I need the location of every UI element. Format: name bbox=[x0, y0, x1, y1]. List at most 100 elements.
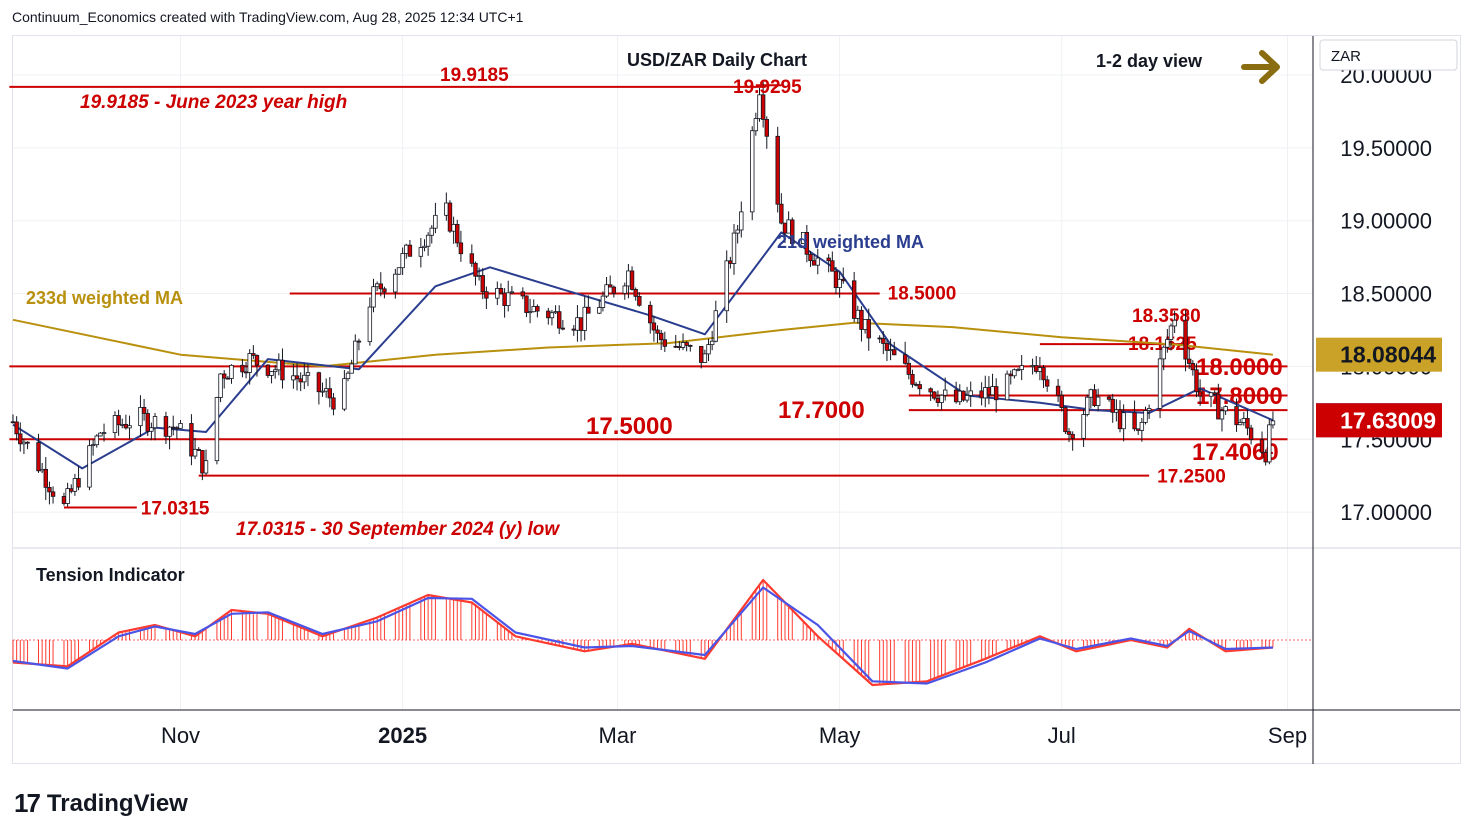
candle-body bbox=[808, 253, 813, 262]
candle-body bbox=[200, 450, 205, 474]
tradingview-logo[interactable]: 17 TradingView bbox=[14, 788, 188, 819]
candle-body bbox=[302, 374, 307, 383]
candle-body bbox=[447, 202, 453, 232]
y-tick-label: 18.50000 bbox=[1340, 282, 1432, 307]
candle-body bbox=[1172, 319, 1177, 327]
candle-body bbox=[141, 407, 147, 414]
candle-body bbox=[728, 260, 733, 264]
candle-body bbox=[247, 353, 252, 373]
candle-body bbox=[790, 219, 795, 244]
candle-body bbox=[1197, 391, 1203, 397]
candle-body bbox=[1219, 410, 1225, 420]
candle-body bbox=[866, 319, 871, 339]
candle-body bbox=[25, 441, 30, 444]
indicator-title: Tension Indicator bbox=[36, 565, 185, 585]
candle-body bbox=[222, 373, 227, 379]
candle-body bbox=[957, 390, 962, 403]
candle-body bbox=[990, 386, 995, 396]
candle-body bbox=[407, 244, 413, 257]
candle-body bbox=[841, 278, 846, 282]
candle-body bbox=[1194, 369, 1199, 393]
candle-body bbox=[171, 426, 176, 429]
candle-body bbox=[582, 306, 587, 331]
candle-body bbox=[90, 444, 96, 447]
candle-body bbox=[1070, 433, 1075, 439]
candle-body bbox=[735, 229, 740, 234]
candle-body bbox=[101, 432, 107, 434]
candle-body bbox=[189, 423, 194, 457]
candle-body bbox=[753, 118, 759, 132]
candle-body bbox=[429, 227, 434, 236]
candle-body bbox=[1186, 358, 1192, 364]
candle-body bbox=[1121, 412, 1126, 430]
candle-body bbox=[968, 390, 973, 396]
candle-body bbox=[1216, 393, 1221, 420]
candle-body bbox=[39, 468, 45, 472]
candle-body bbox=[553, 311, 558, 314]
candle-body bbox=[1059, 394, 1064, 409]
price-tag: 18.08044 bbox=[1316, 337, 1442, 372]
candle-body bbox=[425, 234, 431, 247]
candle-body bbox=[1063, 407, 1068, 433]
candle-body bbox=[509, 291, 515, 294]
candle-body bbox=[356, 340, 362, 343]
candle-body bbox=[451, 223, 456, 232]
candle-body bbox=[993, 386, 999, 401]
candle-body bbox=[1259, 439, 1265, 453]
candle-body bbox=[1110, 398, 1115, 413]
candle-body bbox=[629, 270, 635, 290]
candle-body bbox=[112, 415, 118, 433]
candle-body bbox=[1055, 385, 1061, 396]
candle-body bbox=[600, 295, 606, 308]
candle-body bbox=[269, 371, 274, 376]
chart-frame bbox=[12, 35, 1461, 764]
candle-body bbox=[575, 317, 580, 331]
candle-body bbox=[1034, 365, 1039, 372]
candle-body bbox=[1245, 418, 1250, 429]
candle-body bbox=[888, 349, 893, 352]
candle-body bbox=[47, 486, 52, 493]
candle-body bbox=[881, 338, 886, 344]
tradingview-logo-icon: 17 bbox=[14, 788, 41, 818]
candle-body bbox=[149, 427, 154, 432]
candle-body bbox=[1015, 369, 1021, 372]
candle-body bbox=[327, 388, 333, 399]
candle-body bbox=[1161, 346, 1166, 360]
april-high-label: 19.9295 bbox=[733, 77, 802, 98]
candle-body bbox=[43, 468, 48, 488]
candle-body bbox=[433, 214, 438, 229]
candle-body bbox=[458, 242, 464, 255]
candle-body bbox=[757, 94, 762, 119]
candle-body bbox=[764, 119, 769, 137]
candle-body bbox=[953, 389, 959, 403]
candle-body bbox=[917, 384, 922, 390]
candle-body bbox=[123, 423, 129, 429]
candle-body bbox=[94, 435, 99, 446]
candle-body bbox=[658, 332, 664, 341]
candle-body bbox=[371, 286, 376, 308]
level-label: 17.2500 bbox=[1157, 467, 1226, 488]
candle-body bbox=[702, 353, 708, 363]
candle-body bbox=[607, 284, 613, 288]
x-tick-label: Mar bbox=[599, 723, 637, 748]
candle-body bbox=[1041, 367, 1046, 381]
candle-body bbox=[964, 395, 970, 401]
candle-body bbox=[604, 284, 609, 297]
tension-blue-line bbox=[12, 586, 1273, 685]
candle-body bbox=[633, 289, 638, 297]
candle-body bbox=[1234, 406, 1239, 426]
candle-body bbox=[69, 488, 74, 492]
candle-body bbox=[961, 390, 966, 401]
candle-body bbox=[910, 374, 915, 385]
candle-body bbox=[1143, 410, 1148, 423]
x-tick-label: 2025 bbox=[378, 723, 427, 748]
price-tag-label: 18.08044 bbox=[1340, 342, 1436, 368]
candle-body bbox=[578, 317, 584, 331]
candle-body bbox=[120, 423, 125, 426]
candle-body bbox=[254, 354, 260, 366]
candle-body bbox=[18, 433, 23, 445]
candle-body bbox=[1241, 418, 1247, 423]
candle-body bbox=[655, 329, 660, 334]
candle-body bbox=[374, 283, 380, 288]
